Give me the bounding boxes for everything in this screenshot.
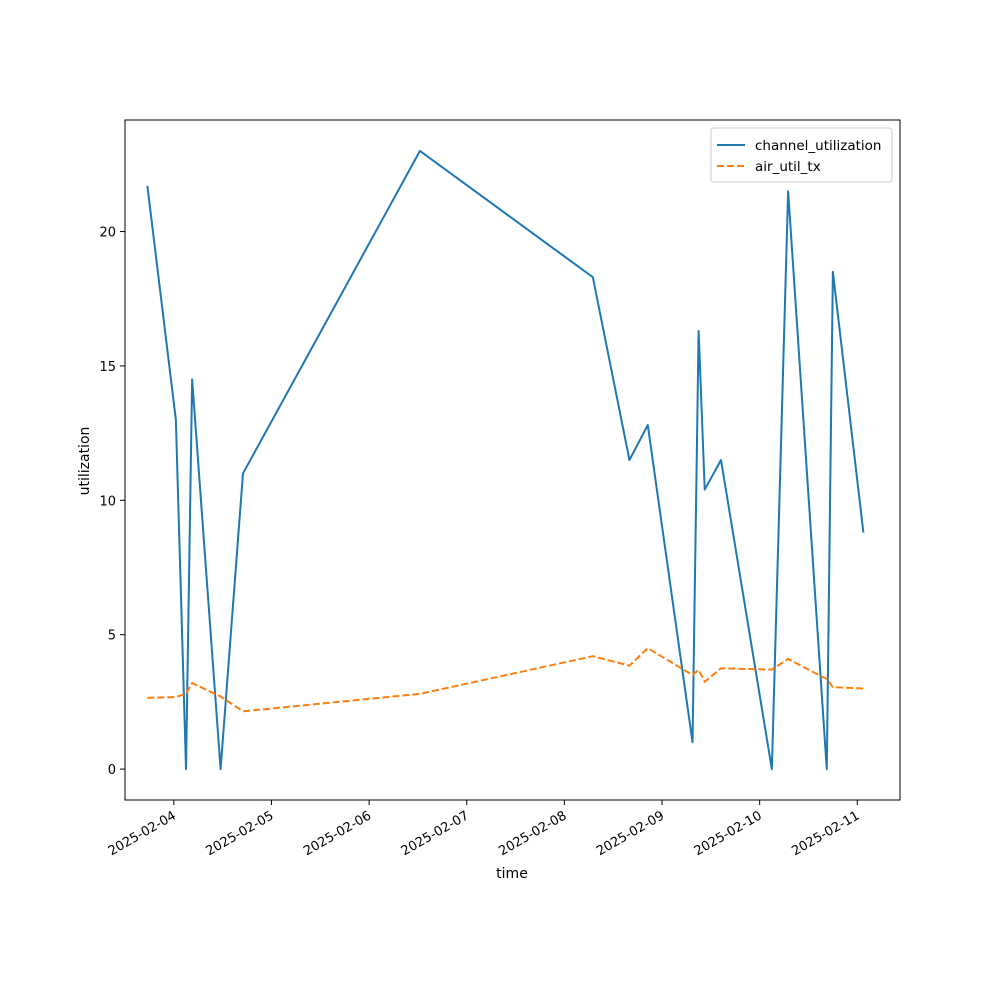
legend-label-1: air_util_tx: [755, 159, 821, 175]
y-tick-label-4: 20: [99, 226, 116, 241]
plot-area-frame: [124, 119, 901, 801]
series-line-1: [147, 647, 864, 713]
legend: channel_utilization air_util_tx: [710, 127, 893, 183]
series-lines: [146, 149, 865, 771]
x-axis-label: time: [496, 866, 528, 882]
series-line-0: [146, 149, 865, 771]
legend-box: [710, 127, 893, 183]
y-tick-label-3: 15: [99, 360, 116, 375]
y-tick-label-0: 0: [108, 763, 116, 778]
y-axis-label: utilization: [77, 427, 93, 496]
y-tick-label-2: 10: [99, 494, 116, 509]
y-tick-label-1: 5: [108, 629, 116, 644]
legend-label-0: channel_utilization: [755, 138, 882, 154]
y-axis-ticks: 0 5 10 15 20: [99, 226, 125, 778]
